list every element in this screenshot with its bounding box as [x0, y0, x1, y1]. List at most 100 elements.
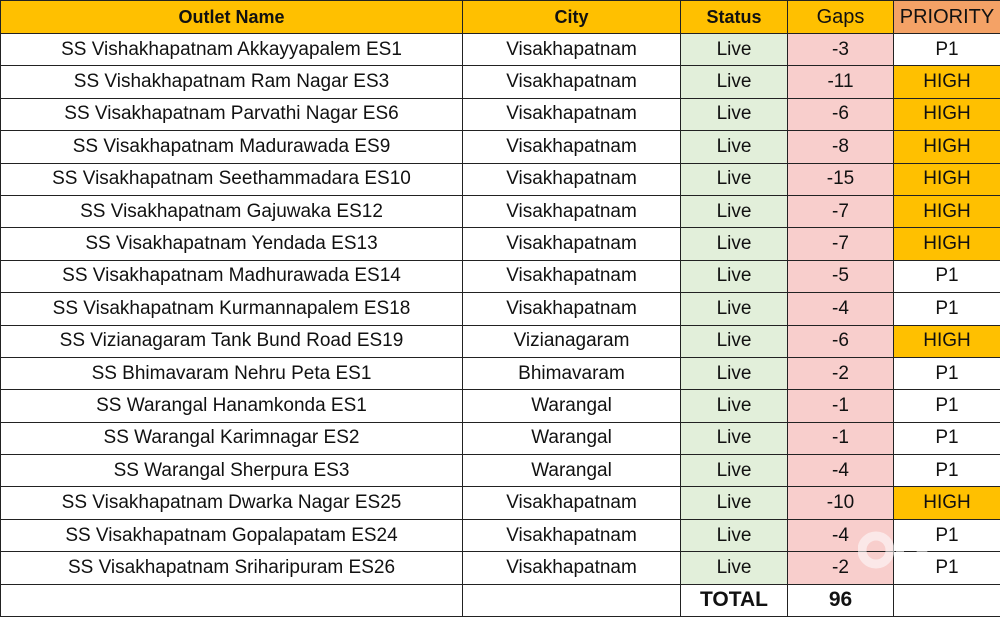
status-cell[interactable]: Live [680, 486, 788, 520]
outlet-name-cell[interactable]: SS Visakhapatnam Kurmannapalem ES18 [0, 292, 463, 326]
priority-cell[interactable]: P1 [893, 454, 1000, 488]
outlet-name-cell[interactable]: SS Visakhapatnam Madurawada ES9 [0, 130, 463, 164]
city-cell[interactable]: Visakhapatnam [462, 227, 681, 261]
gaps-cell[interactable]: -7 [787, 227, 894, 261]
outlet-name-cell[interactable]: SS Visakhapatnam Parvathi Nagar ES6 [0, 97, 463, 132]
gaps-cell[interactable]: -6 [787, 97, 894, 132]
city-cell[interactable]: Visakhapatnam [462, 486, 681, 520]
city-cell[interactable]: Bhimavaram [462, 356, 681, 391]
outlet-name-cell[interactable]: SS Bhimavaram Nehru Peta ES1 [0, 356, 463, 391]
priority-cell[interactable]: P1 [893, 421, 1000, 456]
header-gaps[interactable]: Gaps [787, 0, 894, 34]
table-row: SS Visakhapatnam Gopalapatam ES24 Visakha… [0, 518, 1000, 553]
gaps-cell[interactable]: -11 [787, 65, 894, 99]
outlet-name-cell[interactable]: SS Warangal Sherpura ES3 [0, 454, 463, 488]
city-cell[interactable]: Visakhapatnam [462, 130, 681, 164]
city-cell[interactable]: Warangal [462, 454, 681, 488]
priority-cell[interactable]: HIGH [893, 486, 1000, 520]
gaps-cell[interactable]: -5 [787, 259, 894, 294]
city-cell[interactable]: Visakhapatnam [462, 194, 681, 229]
outlet-name-cell[interactable]: SS Visakhapatnam Gajuwaka ES12 [0, 194, 463, 229]
city-cell[interactable]: Warangal [462, 389, 681, 423]
priority-cell[interactable]: HIGH [893, 324, 1000, 358]
priority-cell[interactable]: P1 [893, 356, 1000, 391]
status-cell[interactable]: Live [680, 259, 788, 294]
outlet-name-cell[interactable]: SS Visakhapatnam Dwarka Nagar ES25 [0, 486, 463, 520]
total-row: TOTAL 96 [0, 583, 1000, 617]
outlet-name-cell[interactable]: SS Visakhapatnam Sriharipuram ES26 [0, 551, 463, 585]
gaps-cell[interactable]: -4 [787, 518, 894, 553]
gaps-cell[interactable]: -3 [787, 32, 894, 67]
total-label[interactable]: TOTAL [680, 583, 788, 617]
table-row: SS Visakhapatnam Madhurawada ES14 Visakha… [0, 259, 1000, 294]
status-cell[interactable]: Live [680, 292, 788, 326]
header-priority[interactable]: PRIORITY [893, 0, 1000, 34]
priority-cell[interactable]: P1 [893, 389, 1000, 423]
gaps-cell[interactable]: -4 [787, 454, 894, 488]
priority-cell[interactable]: HIGH [893, 65, 1000, 99]
outlet-name-cell[interactable]: SS Vishakhapatnam Ram Nagar ES3 [0, 65, 463, 99]
city-cell[interactable]: Visakhapatnam [462, 259, 681, 294]
gaps-cell[interactable]: -7 [787, 194, 894, 229]
gaps-cell[interactable]: -1 [787, 389, 894, 423]
outlet-name-cell[interactable]: SS Visakhapatnam Seethammadara ES10 [0, 162, 463, 196]
status-cell[interactable]: Live [680, 324, 788, 358]
city-cell[interactable]: Visakhapatnam [462, 32, 681, 67]
outlet-name-cell[interactable]: SS Vizianagaram Tank Bund Road ES19 [0, 324, 463, 358]
status-cell[interactable]: Live [680, 356, 788, 391]
status-cell[interactable]: Live [680, 551, 788, 585]
priority-cell[interactable]: P1 [893, 551, 1000, 585]
table-row: SS Visakhapatnam Gajuwaka ES12 Visakhapat… [0, 194, 1000, 229]
status-cell[interactable]: Live [680, 518, 788, 553]
header-outlet-name[interactable]: Outlet Name [0, 0, 463, 34]
status-cell[interactable]: Live [680, 65, 788, 99]
status-cell[interactable]: Live [680, 130, 788, 164]
city-cell[interactable]: Visakhapatnam [462, 292, 681, 326]
table-row: SS Visakhapatnam Dwarka Nagar ES25 Visakh… [0, 486, 1000, 520]
priority-cell[interactable]: P1 [893, 259, 1000, 294]
status-cell[interactable]: Live [680, 421, 788, 456]
gaps-cell[interactable]: -1 [787, 421, 894, 456]
priority-cell[interactable]: HIGH [893, 162, 1000, 196]
status-cell[interactable]: Live [680, 227, 788, 261]
outlet-name-cell[interactable]: SS Visakhapatnam Madhurawada ES14 [0, 259, 463, 294]
priority-cell[interactable]: P1 [893, 292, 1000, 326]
empty-cell[interactable] [893, 583, 1000, 617]
city-cell[interactable]: Warangal [462, 421, 681, 456]
priority-cell[interactable]: P1 [893, 32, 1000, 67]
gaps-cell[interactable]: -2 [787, 551, 894, 585]
status-cell[interactable]: Live [680, 389, 788, 423]
status-cell[interactable]: Live [680, 32, 788, 67]
status-cell[interactable]: Live [680, 454, 788, 488]
status-cell[interactable]: Live [680, 162, 788, 196]
city-cell[interactable]: Visakhapatnam [462, 65, 681, 99]
city-cell[interactable]: Vizianagaram [462, 324, 681, 358]
gaps-cell[interactable]: -6 [787, 324, 894, 358]
outlet-name-cell[interactable]: SS Visakhapatnam Gopalapatam ES24 [0, 518, 463, 553]
city-cell[interactable]: Visakhapatnam [462, 551, 681, 585]
priority-cell[interactable]: HIGH [893, 227, 1000, 261]
city-cell[interactable]: Visakhapatnam [462, 518, 681, 553]
header-city[interactable]: City [462, 0, 681, 34]
total-value[interactable]: 96 [787, 583, 894, 617]
gaps-cell[interactable]: -15 [787, 162, 894, 196]
outlet-name-cell[interactable]: SS Warangal Hanamkonda ES1 [0, 389, 463, 423]
priority-cell[interactable]: P1 [893, 518, 1000, 553]
status-cell[interactable]: Live [680, 194, 788, 229]
empty-cell[interactable] [462, 583, 681, 617]
status-cell[interactable]: Live [680, 97, 788, 132]
gaps-cell[interactable]: -8 [787, 130, 894, 164]
gaps-cell[interactable]: -10 [787, 486, 894, 520]
priority-cell[interactable]: HIGH [893, 194, 1000, 229]
empty-cell[interactable] [0, 583, 463, 617]
city-cell[interactable]: Visakhapatnam [462, 97, 681, 132]
priority-cell[interactable]: HIGH [893, 97, 1000, 132]
priority-cell[interactable]: HIGH [893, 130, 1000, 164]
outlet-name-cell[interactable]: SS Visakhapatnam Yendada ES13 [0, 227, 463, 261]
outlet-name-cell[interactable]: SS Vishakhapatnam Akkayyapalem ES1 [0, 32, 463, 67]
header-status[interactable]: Status [680, 0, 788, 34]
gaps-cell[interactable]: -2 [787, 356, 894, 391]
city-cell[interactable]: Visakhapatnam [462, 162, 681, 196]
outlet-name-cell[interactable]: SS Warangal Karimnagar ES2 [0, 421, 463, 456]
gaps-cell[interactable]: -4 [787, 292, 894, 326]
